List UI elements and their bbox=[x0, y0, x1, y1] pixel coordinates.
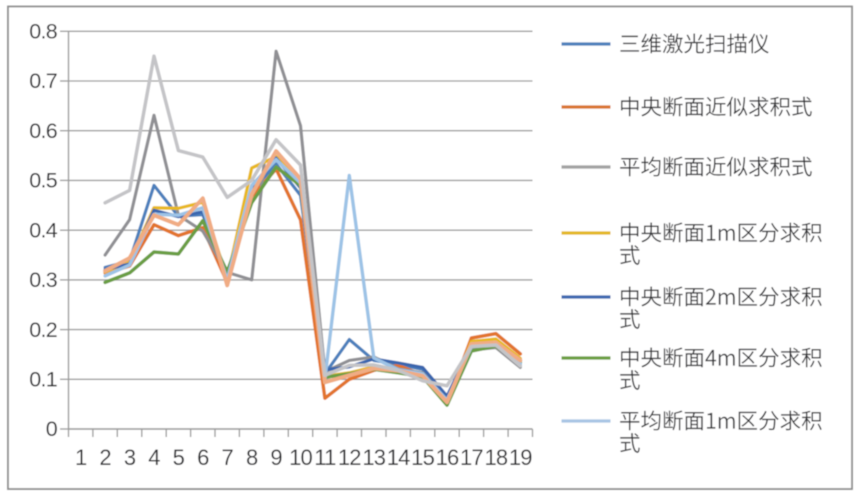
svg-text:11: 11 bbox=[314, 445, 336, 470]
svg-text:7: 7 bbox=[221, 445, 233, 470]
svg-text:10: 10 bbox=[289, 445, 312, 470]
svg-text:2: 2 bbox=[99, 445, 111, 470]
svg-text:18: 18 bbox=[484, 445, 507, 470]
svg-text:9: 9 bbox=[270, 445, 282, 470]
svg-text:0.1: 0.1 bbox=[29, 368, 57, 392]
svg-text:0.4: 0.4 bbox=[29, 218, 58, 242]
svg-text:3: 3 bbox=[124, 445, 136, 470]
svg-text:0.3: 0.3 bbox=[29, 268, 58, 292]
svg-text:17: 17 bbox=[460, 445, 483, 470]
svg-text:4: 4 bbox=[148, 445, 160, 470]
svg-text:1: 1 bbox=[75, 445, 87, 470]
svg-text:0.6: 0.6 bbox=[29, 119, 58, 143]
svg-text:19: 19 bbox=[509, 445, 532, 470]
svg-text:0.7: 0.7 bbox=[29, 69, 57, 93]
svg-text:15: 15 bbox=[411, 445, 434, 470]
svg-text:0.2: 0.2 bbox=[29, 318, 57, 342]
svg-text:6: 6 bbox=[197, 445, 209, 470]
svg-text:0.8: 0.8 bbox=[29, 20, 58, 44]
svg-text:13: 13 bbox=[362, 445, 385, 470]
svg-text:12: 12 bbox=[338, 445, 361, 470]
svg-text:8: 8 bbox=[246, 445, 258, 470]
svg-text:0: 0 bbox=[46, 417, 58, 441]
svg-text:14: 14 bbox=[387, 445, 410, 470]
svg-text:16: 16 bbox=[436, 445, 459, 470]
svg-text:0.5: 0.5 bbox=[29, 169, 58, 193]
svg-text:5: 5 bbox=[173, 445, 185, 470]
